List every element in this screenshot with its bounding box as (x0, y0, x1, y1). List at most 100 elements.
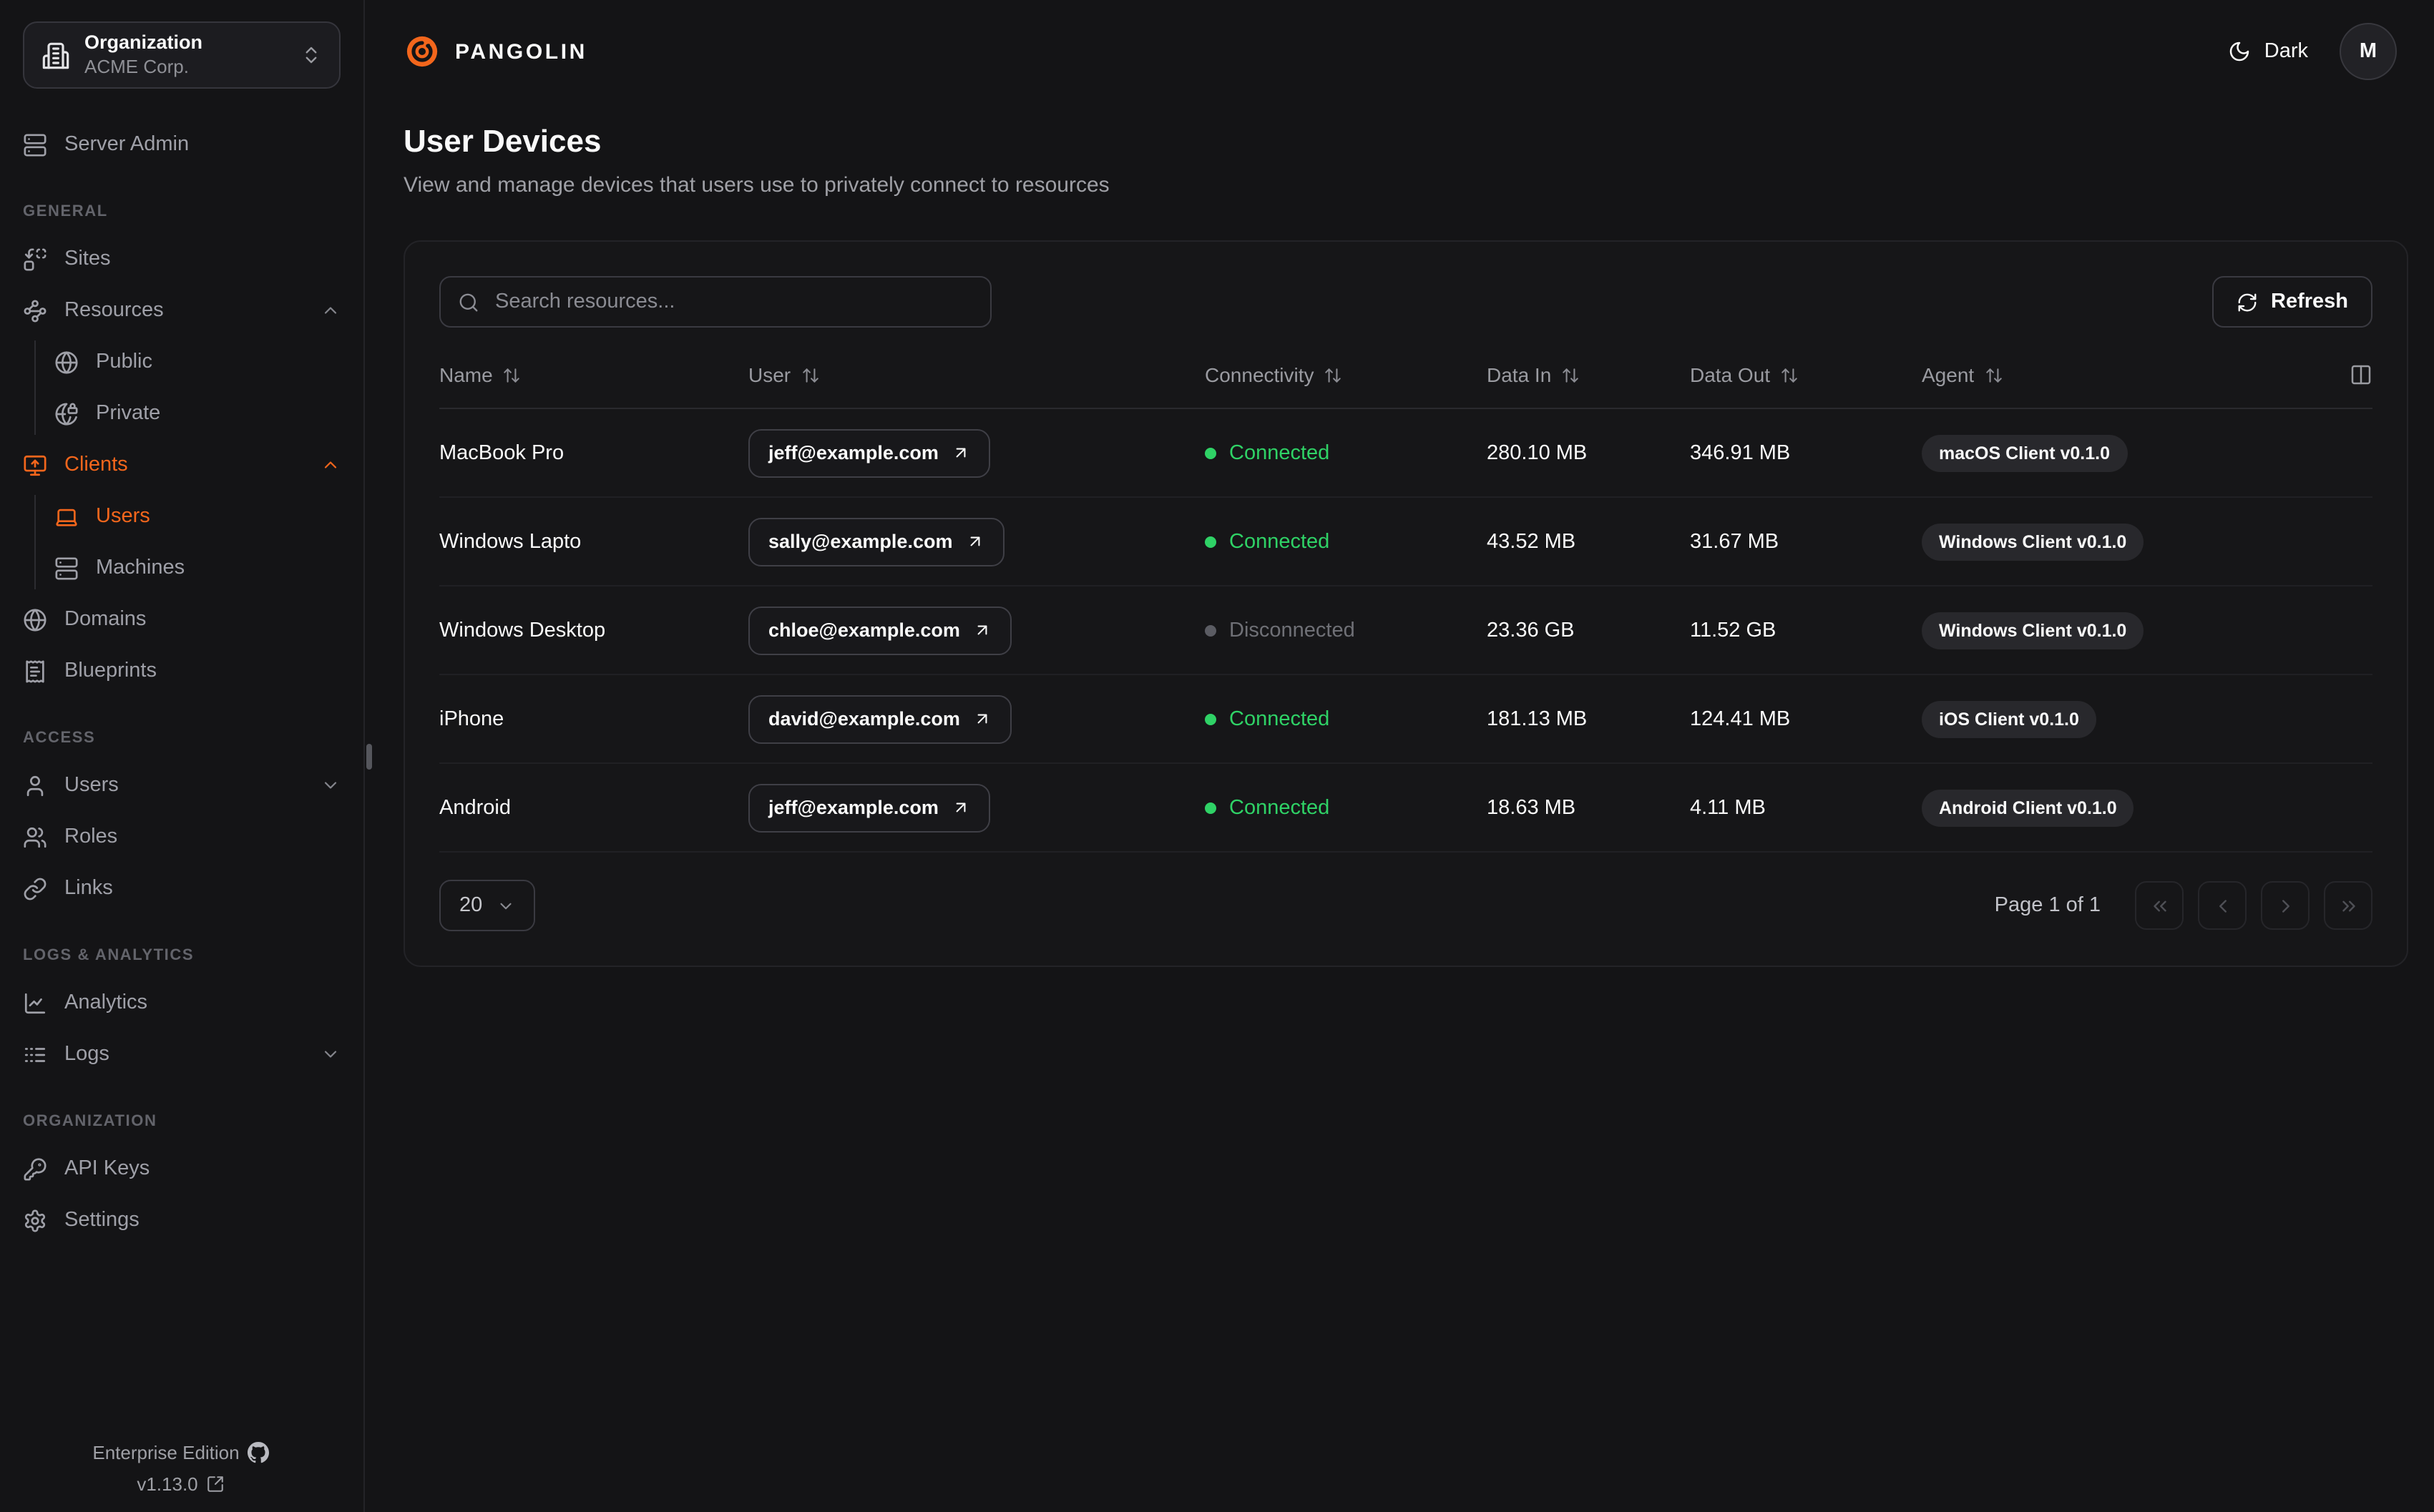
scrollbar-thumb[interactable] (366, 744, 372, 770)
section-header-access: ACCESS (23, 730, 96, 747)
sidebar-item-links[interactable]: Links (23, 867, 341, 910)
logs-list-icon (23, 1042, 47, 1066)
sidebar-item-private[interactable]: Private (54, 392, 341, 435)
status-dot (1205, 447, 1216, 458)
sidebar-item-clients[interactable]: Clients (23, 443, 341, 486)
sidebar-item-public[interactable]: Public (54, 340, 341, 383)
sidebar-item-label: Roles (64, 825, 118, 848)
sidebar-item-label: Users (96, 505, 150, 528)
column-header-name[interactable]: Name (439, 363, 748, 386)
sidebar-item-label: Public (96, 350, 152, 373)
sidebar-item-label: Links (64, 877, 113, 900)
sidebar-item-roles[interactable]: Roles (23, 815, 341, 858)
refresh-icon (2237, 291, 2258, 313)
external-link-icon[interactable] (207, 1475, 225, 1493)
section-header-logs-analytics: LOGS & ANALYTICS (23, 947, 195, 964)
org-switcher[interactable]: Organization ACME Corp. (23, 21, 341, 89)
data-in-value: 23.36 GB (1487, 619, 1575, 642)
previous-page-button[interactable] (2198, 881, 2247, 930)
laptop-icon (54, 504, 79, 529)
chevron-up-icon (321, 300, 341, 320)
topbar-right: Dark M (2229, 23, 2397, 80)
column-header-user[interactable]: User (748, 363, 1205, 386)
first-page-button[interactable] (2135, 881, 2184, 930)
sidebar-item-api-keys[interactable]: API Keys (23, 1147, 341, 1190)
column-header-data-out[interactable]: Data Out (1690, 363, 1922, 386)
sidebar-item-server-admin[interactable]: Server Admin (23, 123, 341, 166)
page-info: Page 1 of 1 (1994, 894, 2101, 917)
theme-label: Dark (2264, 40, 2308, 63)
sidebar-item-label: Settings (64, 1209, 140, 1232)
column-label: Connectivity (1205, 363, 1314, 386)
agent-badge: Windows Client v0.1.0 (1922, 612, 2144, 649)
sidebar-item-label: Sites (64, 247, 111, 270)
column-header-data-in[interactable]: Data In (1487, 363, 1690, 386)
version-label: v1.13.0 (137, 1473, 198, 1495)
sort-icon (1984, 365, 2003, 384)
sidebar-item-resources[interactable]: Resources (23, 289, 341, 332)
column-label: Data In (1487, 363, 1552, 386)
sidebar-item-label: Machines (96, 556, 185, 579)
chevron-up-icon (321, 455, 341, 475)
arrow-up-right-icon (965, 532, 984, 551)
clients-subnav: Users Machines (34, 495, 341, 589)
arrow-up-right-icon (973, 710, 992, 728)
page-size-select[interactable]: 20 (439, 880, 536, 931)
user-link-button[interactable]: jeff@example.com (748, 428, 990, 477)
device-name: Windows Desktop (439, 619, 606, 642)
sidebar-item-logs[interactable]: Logs (23, 1033, 341, 1076)
refresh-button[interactable]: Refresh (2212, 276, 2372, 328)
page-title: User Devices (404, 123, 602, 159)
github-icon[interactable] (248, 1442, 270, 1463)
avatar[interactable]: M (2340, 23, 2397, 80)
last-page-button[interactable] (2324, 881, 2372, 930)
link-icon (23, 876, 47, 900)
theme-toggle[interactable]: Dark (2229, 40, 2308, 63)
user-link-button[interactable]: jeff@example.com (748, 783, 990, 832)
connectivity-status: Connected (1205, 441, 1487, 464)
sidebar-item-sites[interactable]: Sites (23, 237, 341, 280)
globe-lock-icon (54, 401, 79, 426)
resources-subnav: Public Private (34, 340, 341, 435)
section-header-general: GENERAL (23, 203, 108, 220)
user-email: david@example.com (768, 708, 960, 730)
sidebar-item-machines[interactable]: Machines (54, 546, 341, 589)
org-switcher-text: Organization ACME Corp. (84, 31, 286, 79)
sidebar-item-blueprints[interactable]: Blueprints (23, 649, 341, 692)
sidebar-item-label: Private (96, 402, 161, 425)
next-page-button[interactable] (2261, 881, 2310, 930)
sidebar-item-users[interactable]: Users (23, 764, 341, 807)
status-dot (1205, 536, 1216, 547)
search-input[interactable] (492, 289, 973, 315)
user-link-button[interactable]: chloe@example.com (748, 606, 1012, 654)
sidebar-item-label: Blueprints (64, 659, 157, 682)
chevrons-right-icon (2337, 895, 2359, 916)
agent-badge: Android Client v0.1.0 (1922, 789, 2134, 826)
connectivity-status: Disconnected (1205, 619, 1487, 642)
user-link-button[interactable]: sally@example.com (748, 517, 1005, 566)
status-label: Disconnected (1229, 619, 1355, 642)
moon-icon (2229, 40, 2252, 63)
sidebar-item-label: Users (64, 774, 119, 797)
column-header-agent[interactable]: Agent (1922, 363, 2315, 386)
status-dot (1205, 713, 1216, 725)
key-icon (23, 1157, 47, 1181)
sidebar: Organization ACME Corp. Server Admin GEN… (0, 0, 365, 1512)
sidebar-item-label: Domains (64, 608, 147, 631)
user-link-button[interactable]: david@example.com (748, 694, 1012, 743)
user-email: chloe@example.com (768, 619, 960, 641)
server-icon (23, 132, 47, 157)
chevrons-left-icon (2149, 895, 2170, 916)
column-header-connectivity[interactable]: Connectivity (1205, 363, 1487, 386)
sidebar-item-settings[interactable]: Settings (23, 1199, 341, 1242)
brand[interactable]: PANGOLIN (404, 33, 587, 70)
waypoints-icon (23, 298, 47, 323)
columns-toggle-button[interactable] (2350, 363, 2372, 386)
device-name: Windows Lapto (439, 530, 582, 553)
sidebar-item-domains[interactable]: Domains (23, 598, 341, 641)
globe-icon (23, 607, 47, 632)
sidebar-item-label: Resources (64, 299, 164, 322)
sidebar-item-client-users[interactable]: Users (54, 495, 341, 538)
sidebar-item-analytics[interactable]: Analytics (23, 981, 341, 1024)
connectivity-status: Connected (1205, 530, 1487, 553)
